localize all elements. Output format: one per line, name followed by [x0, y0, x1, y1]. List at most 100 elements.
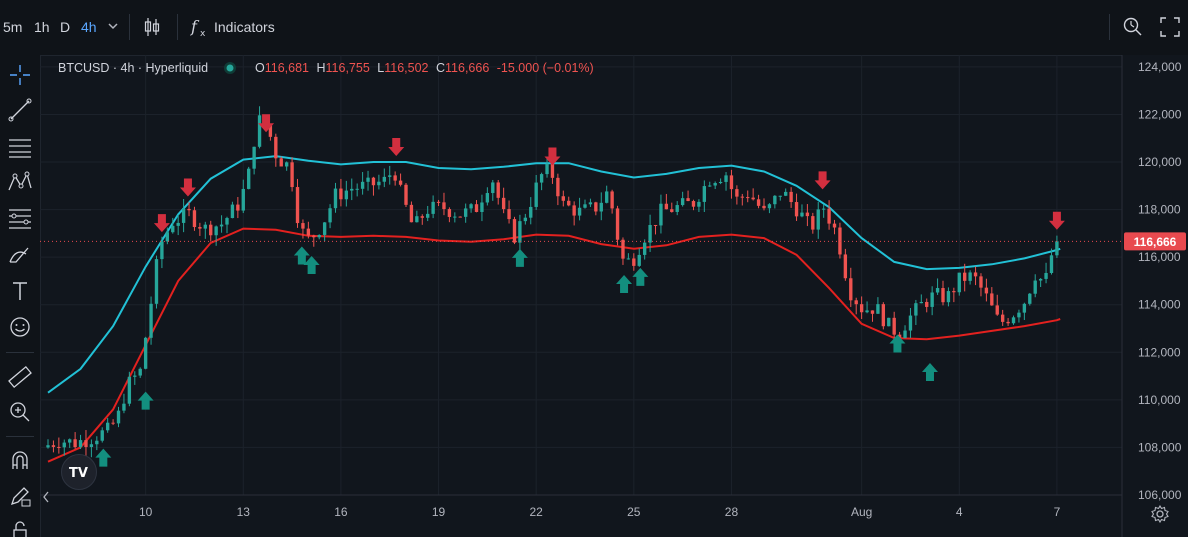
price-axis-panel	[1122, 55, 1188, 537]
x-tick-label: 4	[956, 505, 963, 519]
candle-body	[339, 188, 343, 200]
candle-body	[507, 209, 511, 220]
last-price-badge	[1124, 232, 1186, 251]
buy-signal-arrow	[921, 363, 938, 382]
candle-body	[496, 182, 500, 198]
candle-body	[160, 241, 164, 260]
candle-body	[122, 403, 126, 411]
y-tick-label: 110,000	[1138, 393, 1181, 407]
buy-signal-arrow	[293, 246, 310, 265]
candle-body	[198, 227, 202, 229]
candle-body	[68, 439, 72, 443]
interval-5m-button[interactable]: 5m	[3, 19, 23, 35]
signals	[95, 114, 1065, 467]
indicators-button[interactable]: Indicators	[214, 19, 275, 35]
symbol-title[interactable]: BTCUSD · 4h · Hyperliquid	[58, 61, 209, 75]
candle-body	[1038, 278, 1043, 281]
candle-body	[203, 224, 207, 229]
text-icon[interactable]	[6, 277, 34, 305]
fib-levels-icon[interactable]	[6, 204, 34, 232]
interval-4h-button[interactable]: 4h	[81, 19, 97, 35]
candle-body	[561, 196, 565, 201]
candle-body	[881, 304, 886, 327]
lock-icon[interactable]	[6, 517, 34, 537]
candle-body	[491, 182, 495, 194]
candles-icon[interactable]	[143, 16, 161, 42]
toolbar-divider	[6, 436, 34, 437]
high-label: H	[316, 61, 326, 75]
candle-body	[1000, 314, 1005, 322]
candle-body	[371, 177, 376, 186]
candle-body	[773, 195, 777, 205]
svg-text:x: x	[200, 29, 206, 38]
candle-body	[350, 188, 354, 191]
magnet-icon[interactable]	[6, 447, 34, 475]
zoom-in-icon[interactable]	[6, 398, 34, 426]
fullscreen-icon[interactable]	[1159, 16, 1181, 42]
tradingview-logo[interactable]: TV	[61, 454, 97, 490]
buy-signal-arrow	[889, 334, 906, 353]
candle-body	[838, 227, 842, 255]
candle-body	[133, 375, 137, 377]
close-label: C	[435, 61, 446, 75]
candle-body	[480, 202, 484, 212]
ruler-icon[interactable]	[6, 363, 34, 391]
y-tick-label: 112,000	[1138, 345, 1181, 359]
candle-body	[952, 291, 956, 293]
candle-body	[279, 158, 283, 167]
bands	[47, 155, 1061, 463]
upper-band-line	[47, 155, 1061, 394]
brush-icon[interactable]	[6, 240, 34, 268]
interval-1h-button[interactable]: 1h	[34, 19, 50, 35]
candle-body	[930, 292, 934, 307]
candle-body	[431, 201, 435, 214]
x-tick-label: Aug	[851, 505, 872, 519]
y-tick-label: 120,000	[1138, 155, 1182, 169]
candle-body	[843, 254, 848, 279]
candle-body	[577, 207, 582, 216]
buy-signal-arrow	[137, 391, 154, 410]
candle-body	[295, 187, 300, 224]
pattern-icon[interactable]	[6, 168, 34, 196]
candle-body	[626, 258, 631, 260]
gear-icon[interactable]	[1150, 504, 1170, 524]
function-icon[interactable]: f x	[190, 16, 210, 42]
candle-body	[686, 198, 690, 202]
pencil-lock-icon[interactable]	[6, 482, 34, 510]
chevron-left-icon[interactable]	[42, 490, 50, 504]
x-tick-label: 13	[237, 505, 251, 519]
last-price-label: 116,666	[1134, 235, 1177, 249]
candle-body	[306, 228, 311, 236]
candle-body	[751, 197, 755, 200]
candle-body	[474, 204, 479, 212]
crosshair-icon[interactable]	[6, 61, 34, 89]
chevron-down-icon[interactable]	[107, 17, 119, 39]
high-value: 116,755	[325, 61, 370, 75]
interval-d-button[interactable]: D	[60, 19, 71, 35]
axes: 106,000 108,000 110,000 112,000 114,000 116,0…	[40, 55, 1188, 537]
buy-signal-arrow	[95, 448, 112, 467]
candle-body	[1044, 272, 1048, 279]
candle-body	[567, 200, 571, 206]
low-label: L	[377, 61, 385, 75]
candle-body	[583, 204, 587, 208]
candle-body	[463, 208, 468, 217]
candle-body	[501, 197, 506, 210]
candle-body	[1017, 312, 1021, 318]
candle-body	[1011, 317, 1016, 324]
toolbar-divider	[6, 352, 34, 353]
candle-body	[62, 442, 66, 448]
candle-body	[914, 303, 918, 316]
candle-body	[73, 439, 77, 448]
zoom-search-icon[interactable]	[1122, 16, 1144, 42]
horizontal-lines-icon[interactable]	[6, 132, 34, 160]
candle-body	[360, 181, 365, 189]
candle-body	[388, 175, 392, 177]
candle-body	[355, 188, 359, 190]
candle-body	[127, 376, 132, 404]
trend-line-icon[interactable]	[6, 96, 34, 124]
candle-body	[312, 235, 316, 238]
drawing-toolbar	[0, 55, 41, 537]
emoji-icon[interactable]	[6, 313, 34, 341]
